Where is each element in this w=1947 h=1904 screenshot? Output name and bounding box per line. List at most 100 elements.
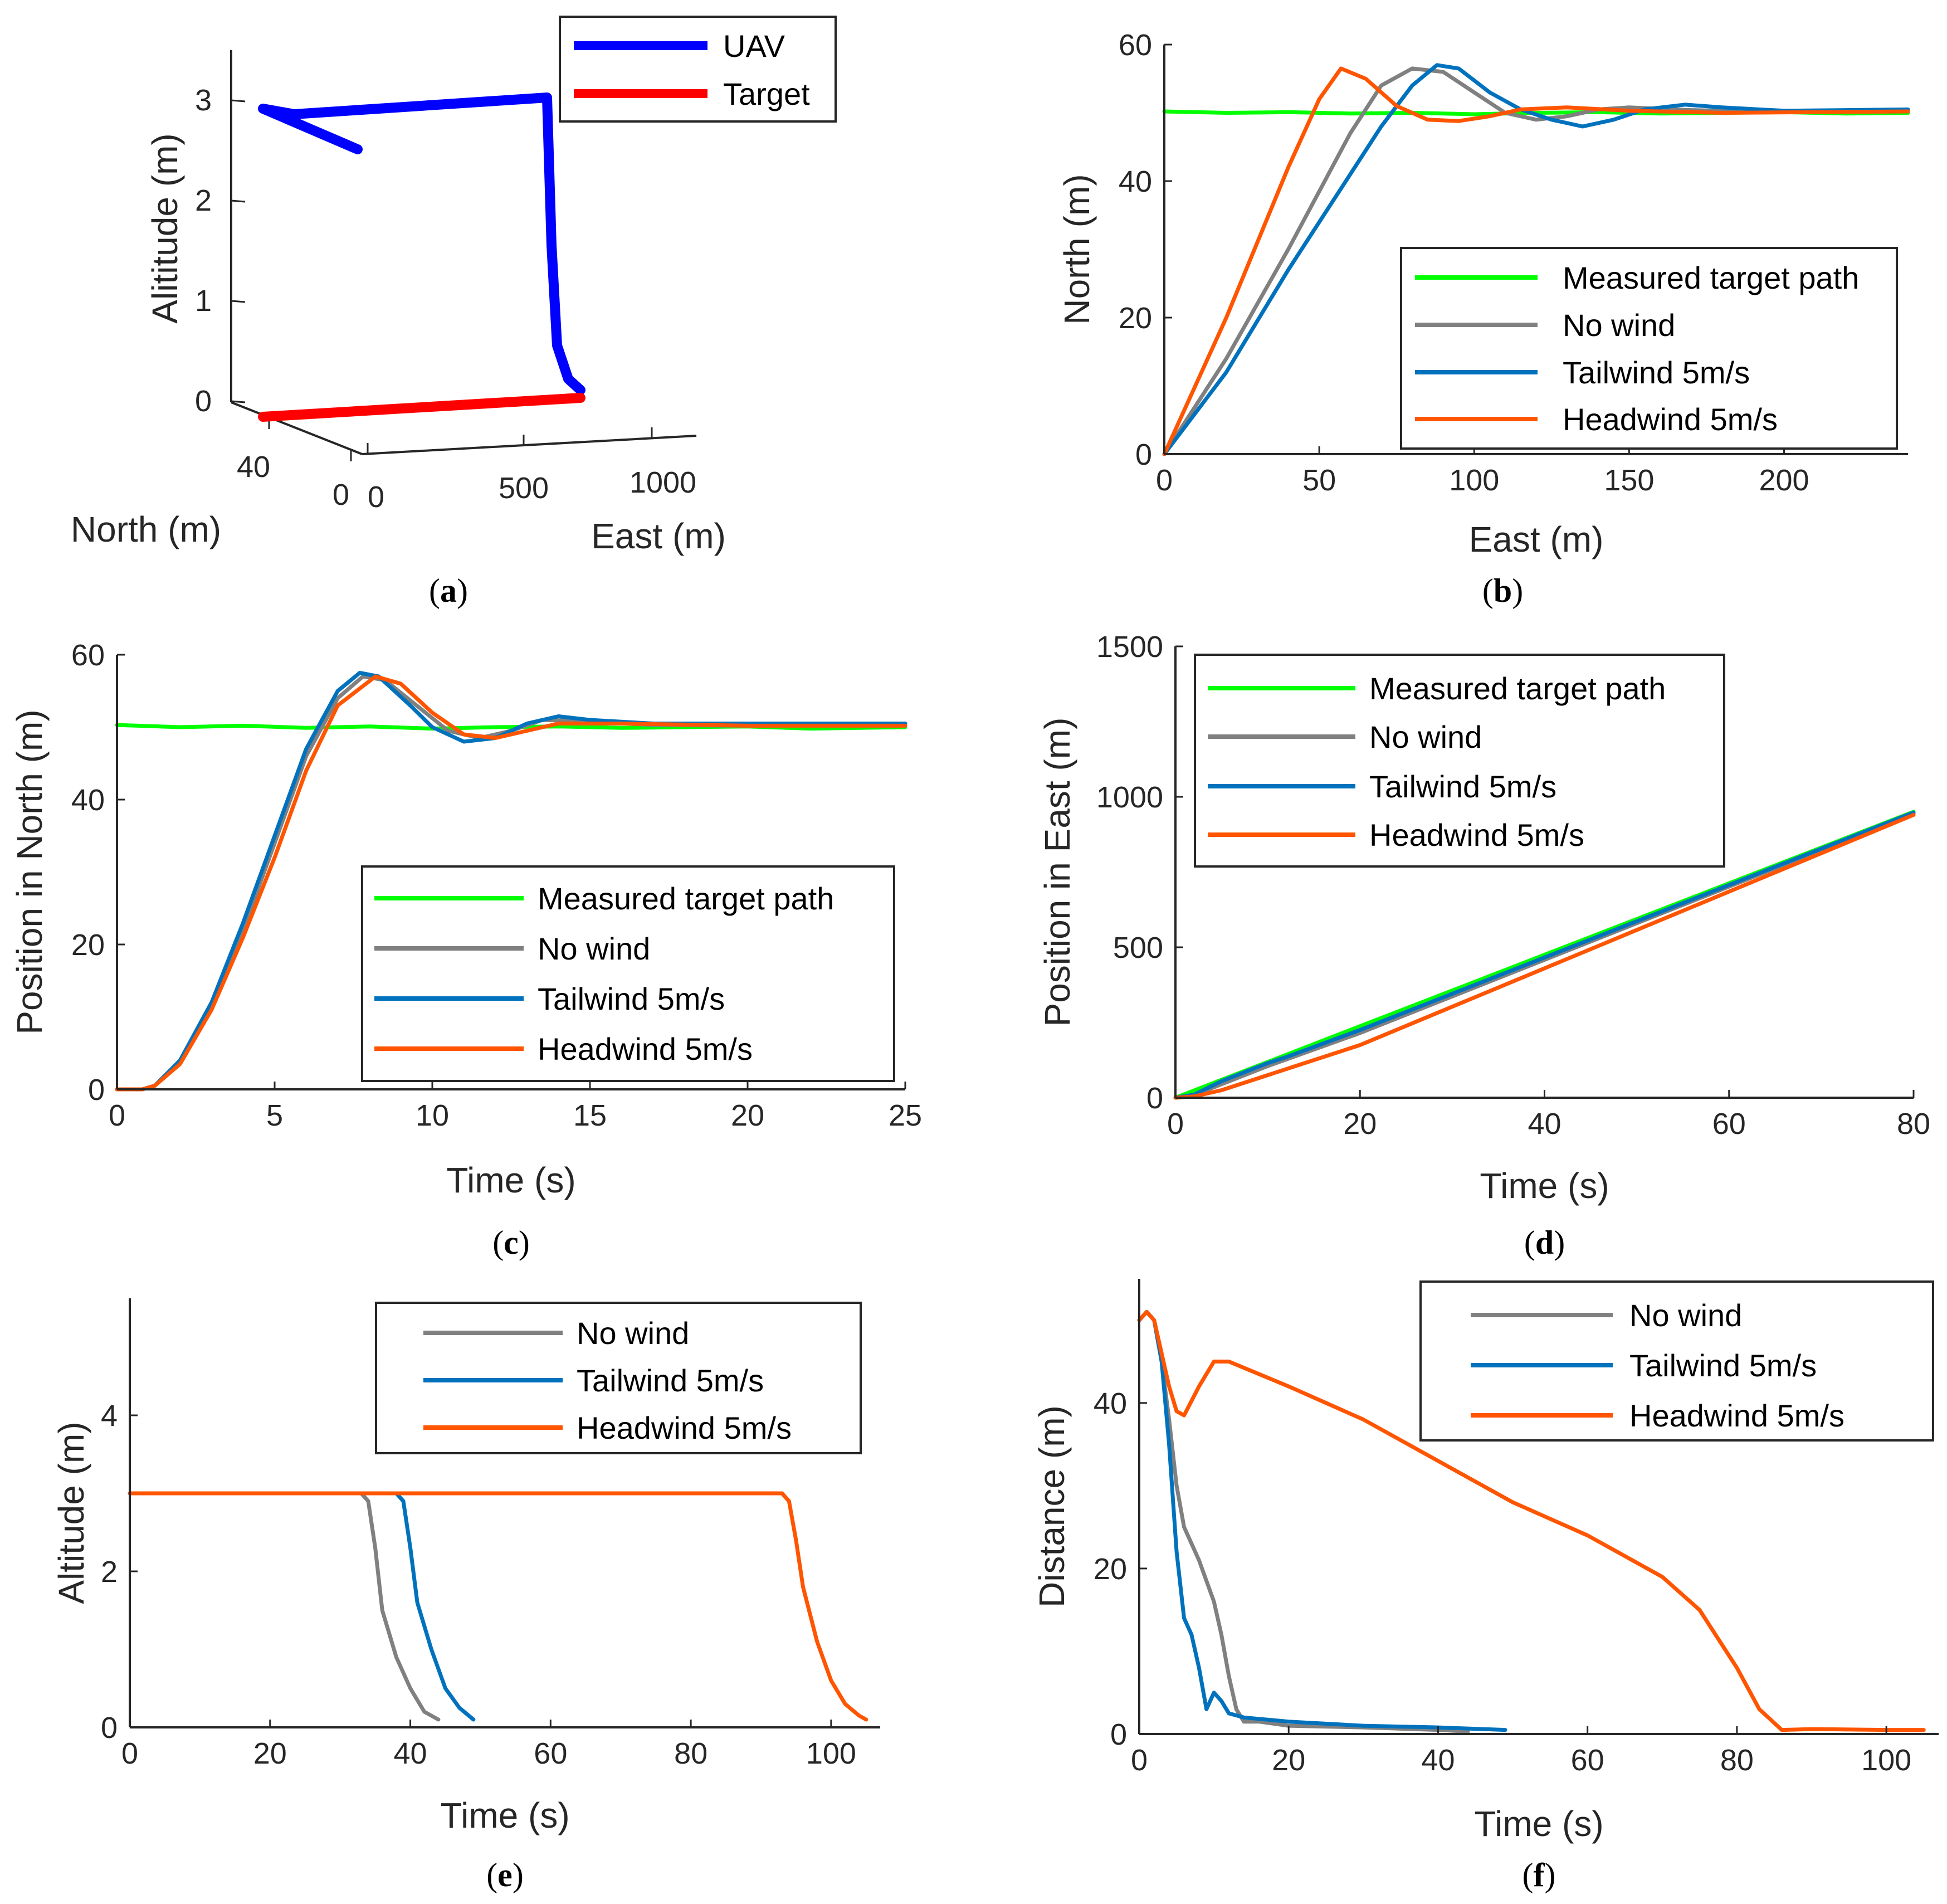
panel-f-y-label: Distance (m): [1032, 1405, 1072, 1608]
panel-d-x-tick-label: 80: [1897, 1107, 1930, 1141]
panel-a-legend-label: Target: [723, 76, 810, 111]
panel-e-y-label: Altitude (m): [51, 1421, 91, 1604]
panel-a-z-ticks: 0 1 2 3: [195, 84, 246, 418]
panel-f-series-group: [1137, 1309, 1926, 1733]
panel-b-legend-label: Measured target path: [1563, 260, 1859, 295]
panel-d-legend-label: Tailwind 5m/s: [1369, 769, 1556, 804]
panel-c-series-headwind-5m-s: [115, 674, 907, 1092]
panel-c-x-tick-label: 5: [266, 1099, 283, 1132]
panel-f-x-tick-label: 100: [1861, 1744, 1911, 1777]
panel-f-y-tick-label: 0: [1110, 1718, 1127, 1751]
panel-f-caption: (f): [1523, 1857, 1556, 1893]
panel-d-x-tick-label: 20: [1343, 1107, 1377, 1141]
panel-a-caption: (a): [429, 572, 468, 609]
panel-a-north-axis: [231, 401, 363, 455]
panel-a-east-tick-label: 1000: [630, 466, 696, 499]
panel-e-x-tick-label: 40: [394, 1737, 427, 1770]
panel-f-legend: No wind Tailwind 5m/s Headwind 5m/s: [1419, 1280, 1934, 1442]
panel-c-x-tick-label: 25: [889, 1099, 922, 1132]
panel-c-y-tick-label: 20: [71, 928, 105, 962]
panel-b-y-tick-label: 40: [1119, 165, 1152, 198]
panel-b-series-headwind-5m-s: [1162, 66, 1910, 456]
panel-e-x-tick-label: 80: [674, 1737, 707, 1770]
panel-c-y-tick-label: 0: [88, 1073, 105, 1107]
panel-d-y-tick-label: 1500: [1096, 630, 1163, 664]
panel-f-x-tick-label: 20: [1272, 1744, 1305, 1777]
panel-c-legend-box: [361, 865, 895, 1082]
panel-d-caption: (d): [1524, 1224, 1565, 1261]
panel-d-legend: Measured target path No wind Tailwind 5m/s…: [1194, 654, 1725, 868]
panel-c: 0 5 10 15 20 25 0 20 40 60 Time (s) Position in Nor…: [9, 639, 922, 1261]
panel-f-series-headwind-5m-s: [1137, 1309, 1926, 1732]
panel-b-x-tick-label: 150: [1604, 464, 1654, 497]
panel-a-z-tick-label: 2: [195, 184, 212, 217]
panel-b-y-tick-label: 60: [1119, 28, 1152, 62]
panel-b-legend-label: Tailwind 5m/s: [1563, 355, 1750, 390]
panel-e-legend: No wind Tailwind 5m/s Headwind 5m/s: [375, 1302, 862, 1454]
panel-e-x-tick-label: 0: [121, 1737, 138, 1770]
panel-c-legend: Measured target path No wind Tailwind 5m/s…: [361, 865, 895, 1082]
panel-f-x-tick-label: 40: [1421, 1744, 1455, 1777]
panel-b-y-label: North (m): [1057, 174, 1097, 324]
panel-a-east-tick-label: 0: [368, 480, 384, 514]
panel-f-x-tick-label: 60: [1571, 1744, 1604, 1777]
panel-b-x-tick-label: 0: [1156, 464, 1173, 497]
panel-b-series-tailwind-5m-s: [1162, 63, 1910, 456]
panel-f-x-label: Time (s): [1474, 1804, 1603, 1844]
panel-d-x-label: Time (s): [1480, 1166, 1609, 1206]
panel-a-north-label: North (m): [71, 509, 221, 549]
panel-e-legend-label: Tailwind 5m/s: [577, 1363, 764, 1398]
panel-a-legend: UAV Target: [559, 16, 837, 123]
panel-e-legend-label: No wind: [577, 1316, 689, 1351]
panel-c-series-group: [115, 671, 907, 1092]
panel-d: 0 20 40 60 80 0 500 1000 1500 Time (s) Position in…: [1037, 630, 1930, 1261]
panel-a-east-label: East (m): [591, 516, 726, 556]
panel-e-legend-label: Headwind 5m/s: [577, 1410, 792, 1445]
panel-a-z-tick-label: 1: [195, 284, 212, 318]
panel-e: 0 20 40 60 80 100 0 2 4 Time (s) Altitude (m) No wi…: [51, 1298, 880, 1893]
panel-e-y-tick-label: 2: [101, 1555, 118, 1589]
panel-c-caption: (c): [492, 1224, 530, 1261]
panel-a-series-uav: [258, 92, 585, 395]
panel-f-series-no-wind: [1137, 1309, 1470, 1733]
panel-a-z-tick-label: 0: [195, 384, 212, 418]
panel-d-y-label: Position in East (m): [1037, 718, 1077, 1027]
panel-e-y-tick-label: 4: [101, 1399, 118, 1433]
panel-c-legend-label: Headwind 5m/s: [538, 1031, 753, 1067]
panel-e-x-tick-label: 100: [806, 1737, 856, 1770]
panel-c-x-label: Time (s): [446, 1160, 575, 1200]
panel-b-y-tick-label: 20: [1119, 301, 1152, 335]
panel-f: 0 20 40 60 80 100 0 20 40 Time (s) Distance (m) No …: [1032, 1279, 1939, 1893]
panel-a-east-tick-label: 500: [499, 471, 549, 505]
panel-e-x-label: Time (s): [440, 1795, 569, 1835]
panel-b-x-label: East (m): [1469, 519, 1604, 559]
panel-d-y-tick-label: 1000: [1096, 781, 1163, 814]
panel-b-caption: (b): [1482, 572, 1523, 609]
panel-e-y-tick-label: 0: [101, 1711, 118, 1745]
panel-a-legend-label: UAV: [723, 28, 785, 64]
panel-c-legend-label: No wind: [538, 931, 650, 966]
panel-a-z-tick-label: 3: [195, 84, 212, 117]
panel-d-x-tick-label: 60: [1712, 1107, 1746, 1141]
panel-d-x-tick-label: 0: [1167, 1107, 1184, 1141]
panel-d-legend-label: No wind: [1369, 719, 1482, 754]
panel-e-caption: (e): [486, 1857, 524, 1893]
panel-e-x-tick-label: 60: [534, 1737, 567, 1770]
panel-e-series-tailwind-5m-s: [128, 1491, 476, 1722]
panel-a-north-tick-label: 0: [333, 478, 349, 512]
panel-d-x-tick-label: 40: [1528, 1107, 1561, 1141]
panel-e-series-group: [128, 1491, 868, 1722]
panel-f-x-tick-label: 0: [1131, 1744, 1148, 1777]
panel-c-x-tick-label: 15: [573, 1099, 607, 1132]
panel-a-series-target: [258, 393, 585, 422]
panel-b-x-tick-label: 100: [1449, 464, 1499, 497]
panel-c-x-tick-label: 20: [731, 1099, 764, 1132]
panel-f-y-tick-label: 20: [1094, 1552, 1127, 1586]
panel-d-legend-label: Headwind 5m/s: [1369, 817, 1584, 853]
panel-b-legend-label: Headwind 5m/s: [1563, 402, 1778, 437]
panel-a-east-axis: [362, 435, 697, 455]
panel-f-x-tick-label: 80: [1720, 1744, 1754, 1777]
panel-c-y-tick-label: 40: [71, 783, 105, 817]
panel-c-legend-label: Tailwind 5m/s: [538, 981, 725, 1016]
